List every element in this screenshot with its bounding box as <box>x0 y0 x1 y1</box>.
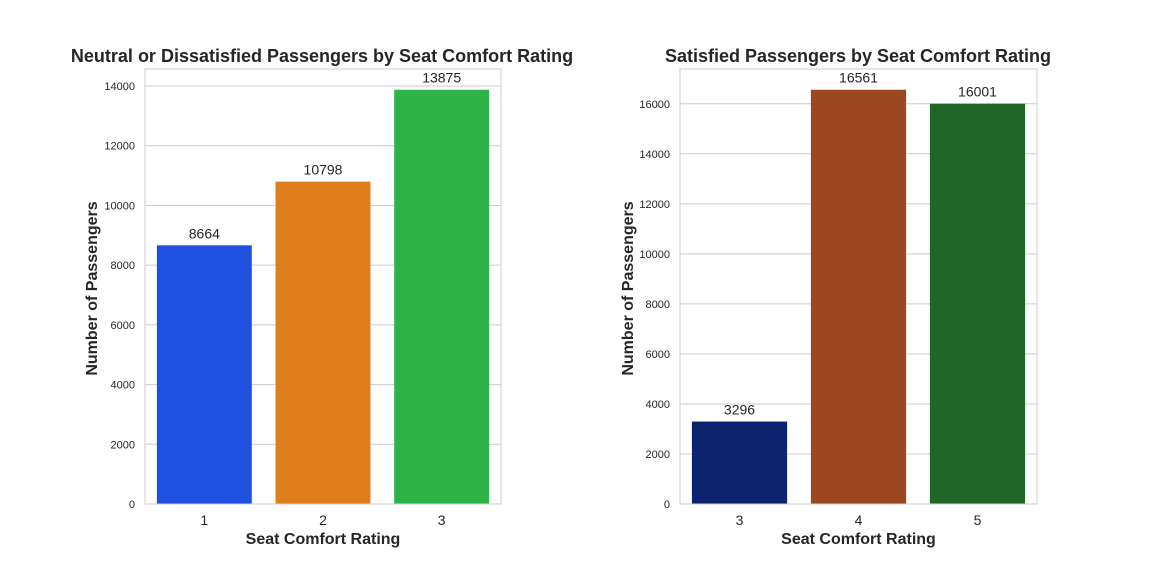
plot-frame <box>679 68 1038 505</box>
x-axis-label: Seat Comfort Rating <box>781 531 936 548</box>
bar-dissatisfied-rating-1 <box>156 245 252 505</box>
y-tick-label: 14000 <box>104 81 135 93</box>
data-label: 10798 <box>304 162 343 178</box>
x-tick-label: 2 <box>319 512 327 528</box>
y-tick-label: 10000 <box>639 249 670 261</box>
chart-panel-dissatisfied: 0 2000 4000 6000 8000 10000 12000 14000 8664 1 107… <box>71 46 573 548</box>
y-tick-label: 6000 <box>111 320 135 332</box>
chart-panel-satisfied: 0 2000 4000 6000 8000 10000 12000 14000 16000 329… <box>620 46 1051 548</box>
y-tick-label: 0 <box>129 499 135 511</box>
chart-title: Satisfied Passengers by Seat Comfort Rat… <box>665 46 1051 66</box>
plot-frame <box>144 68 502 505</box>
y-axis-label: Number of Passengers <box>620 201 637 375</box>
y-tick-label: 8000 <box>111 260 135 272</box>
bar-satisfied-rating-4 <box>810 89 907 505</box>
bar-dissatisfied-rating-2 <box>275 181 371 504</box>
y-tick-label: 2000 <box>111 439 135 451</box>
y-tick-label: 4000 <box>646 399 670 411</box>
y-tick-label: 4000 <box>111 380 135 392</box>
y-tick-label: 16000 <box>639 99 670 111</box>
x-axis-label: Seat Comfort Rating <box>246 531 401 548</box>
chart-title: Neutral or Dissatisfied Passengers by Se… <box>71 46 573 66</box>
data-label: 16001 <box>958 84 997 100</box>
x-tick-label: 1 <box>200 512 208 528</box>
x-tick-label: 4 <box>855 512 863 528</box>
data-label: 16561 <box>839 70 878 86</box>
y-tick-label: 10000 <box>104 200 135 212</box>
data-label: 13875 <box>422 70 461 86</box>
data-label: 8664 <box>189 225 220 241</box>
y-axis-label: Number of Passengers <box>84 201 101 375</box>
y-tick-label: 12000 <box>639 199 670 211</box>
y-tick-label: 2000 <box>646 449 670 461</box>
y-tick-label: 8000 <box>646 299 670 311</box>
bar-satisfied-rating-3 <box>691 421 788 504</box>
x-tick-label: 3 <box>438 512 446 528</box>
x-tick-label: 5 <box>974 512 982 528</box>
x-tick-label: 3 <box>736 512 744 528</box>
y-tick-label: 0 <box>664 499 670 511</box>
y-tick-label: 6000 <box>646 349 670 361</box>
y-tick-label: 14000 <box>639 149 670 161</box>
data-label: 3296 <box>724 402 755 418</box>
bar-satisfied-rating-5 <box>929 103 1026 504</box>
bar-dissatisfied-rating-3 <box>394 89 490 505</box>
y-tick-label: 12000 <box>104 141 135 153</box>
